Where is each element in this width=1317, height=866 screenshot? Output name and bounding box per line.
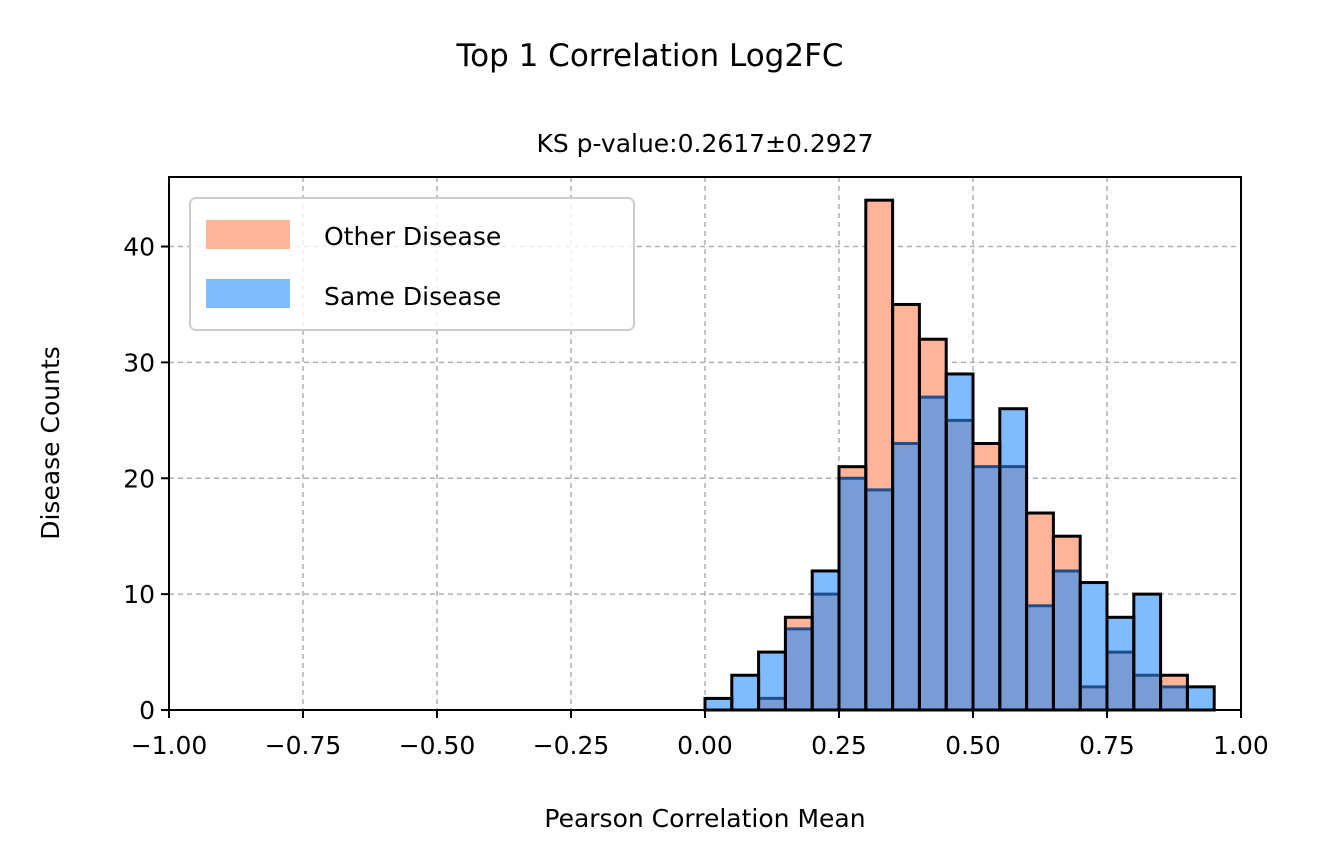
overlap-bar — [1107, 652, 1134, 710]
other-disease-bar — [1160, 675, 1188, 687]
same-disease-bar — [946, 373, 973, 421]
overlap-bar — [839, 478, 866, 710]
other-disease-bar — [1053, 536, 1081, 571]
overlap-bar — [785, 628, 813, 710]
same-disease-bars — [705, 373, 1215, 710]
overlap-bar — [1053, 570, 1081, 710]
other-disease-bar — [1026, 513, 1054, 606]
legend-label-same-disease: Same Disease — [324, 282, 501, 311]
overlap-bar — [865, 489, 893, 710]
overlap-bar — [919, 397, 947, 710]
x-tick-label: 0.75 — [1079, 731, 1135, 760]
same-disease-bar — [1107, 617, 1134, 653]
x-tick-label: 0.50 — [945, 731, 1001, 760]
x-tick-label: −0.50 — [399, 731, 476, 760]
legend-swatch-other-disease — [206, 220, 290, 249]
x-axis-label: Pearson Correlation Mean — [544, 804, 865, 833]
chart-title: Top 1 Correlation Log2FC — [455, 38, 843, 74]
x-tick-label: −1.00 — [131, 731, 208, 760]
legend-label-other-disease: Other Disease — [324, 222, 501, 251]
same-disease-bar — [731, 675, 759, 710]
x-tick-label: −0.25 — [533, 731, 610, 760]
x-tick-label: −0.75 — [265, 731, 342, 760]
other-disease-bar — [839, 466, 866, 479]
y-tick-label: 10 — [123, 580, 155, 609]
overlap-bar — [1026, 605, 1054, 710]
same-disease-bar — [999, 408, 1027, 467]
overlap-bar — [1133, 675, 1161, 710]
overlap-bar — [812, 594, 839, 710]
same-disease-bar — [1187, 686, 1215, 710]
y-tick-label: 40 — [123, 233, 155, 262]
same-disease-bar — [812, 570, 839, 595]
legend: Other Disease Same Disease — [189, 197, 635, 331]
same-disease-bar — [1133, 594, 1161, 676]
other-disease-bar — [973, 443, 1000, 467]
y-tick-label: 0 — [139, 696, 155, 725]
legend-swatch-same-disease — [206, 279, 290, 308]
other-disease-bars — [785, 200, 1188, 687]
other-disease-bar — [865, 200, 893, 490]
other-disease-bar — [785, 617, 813, 629]
same-disease-bar — [758, 652, 786, 699]
overlap-bar — [946, 420, 973, 710]
chart-subtitle: KS p-value:0.2617±0.2927 — [536, 129, 873, 158]
overlap-bar — [758, 698, 786, 710]
overlap-bar — [973, 466, 1000, 710]
y-tick-label: 30 — [123, 348, 155, 377]
other-disease-bar — [892, 304, 920, 444]
same-disease-bar — [1080, 582, 1107, 687]
x-tick-label: 0.00 — [677, 731, 733, 760]
y-axis-label: Disease Counts — [36, 346, 65, 540]
y-tick-label: 20 — [123, 464, 155, 493]
legend-box — [189, 197, 635, 331]
overlap-bar — [892, 443, 920, 710]
overlap-bar — [1160, 686, 1188, 710]
y-axis-ticks: 0 10 20 30 40 — [123, 233, 169, 725]
same-disease-bar — [705, 698, 732, 710]
x-axis-ticks: −1.00 −0.75 −0.50 −0.25 0.00 0.25 0.50 0.75 1.00 — [131, 710, 1269, 760]
x-tick-label: 1.00 — [1213, 731, 1269, 760]
overlap-bar — [1080, 686, 1107, 710]
x-tick-label: 0.25 — [811, 731, 867, 760]
other-disease-bar — [919, 339, 947, 398]
overlap-bar — [999, 466, 1027, 710]
